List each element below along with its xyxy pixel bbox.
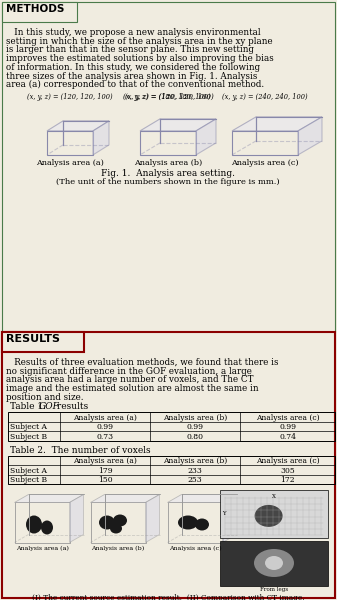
Text: Table 2.  The number of voxels: Table 2. The number of voxels (10, 446, 151, 455)
Text: 172: 172 (280, 476, 295, 484)
Text: 0.99: 0.99 (186, 424, 204, 431)
Polygon shape (222, 494, 237, 542)
Polygon shape (146, 494, 159, 542)
Text: (x, y, z) = (180, 180, 100): (x, y, z) = (180, 180, 100) (125, 93, 211, 101)
Text: image and the estimated solution are almost the same in: image and the estimated solution are alm… (6, 384, 258, 393)
Text: Subject B: Subject B (10, 476, 47, 484)
Text: no significant difference in the GOF evaluation, a large: no significant difference in the GOF eva… (6, 367, 252, 376)
Text: From legs: From legs (260, 587, 288, 592)
Bar (2, 332, 84, 352)
Ellipse shape (178, 515, 198, 529)
Ellipse shape (195, 518, 209, 530)
Ellipse shape (254, 549, 294, 577)
Text: Analysis area (a): Analysis area (a) (36, 159, 104, 167)
Bar (220, 541, 328, 586)
Text: 150: 150 (98, 476, 112, 484)
Text: improves the estimated solutions by also improving the bias: improves the estimated solutions by also… (6, 54, 274, 63)
Text: Analysis area (c): Analysis area (c) (169, 545, 221, 551)
Text: 0.74: 0.74 (279, 433, 296, 441)
Text: 305: 305 (280, 467, 295, 475)
Text: Analysis area (b): Analysis area (b) (91, 545, 145, 551)
Text: Analysis area (c): Analysis area (c) (256, 414, 319, 422)
Text: results: results (54, 403, 88, 412)
Text: Analysis area (c): Analysis area (c) (256, 457, 319, 466)
Polygon shape (196, 119, 216, 155)
Text: Analysis area (a): Analysis area (a) (73, 414, 137, 422)
Text: position and size.: position and size. (6, 393, 84, 402)
Ellipse shape (265, 556, 283, 570)
Text: In this study, we propose a new analysis environmental: In this study, we propose a new analysis… (6, 28, 261, 37)
Text: (I) The current source estimation result.  (II) Comparison with CT image.: (I) The current source estimation result… (32, 593, 304, 600)
Text: area (a) corresponded to that of the conventional method.: area (a) corresponded to that of the con… (6, 80, 264, 89)
Bar (2, 2, 77, 22)
Ellipse shape (113, 514, 127, 527)
Text: Analysis area (b): Analysis area (b) (134, 159, 202, 167)
Polygon shape (14, 494, 84, 502)
Text: Subject A: Subject A (10, 424, 47, 431)
Text: Analysis area (b): Analysis area (b) (163, 457, 227, 466)
Bar (8, 412, 335, 441)
Text: setting in which the size of the analysis area in the xy plane: setting in which the size of the analysi… (6, 37, 273, 46)
Text: 233: 233 (188, 467, 203, 475)
Bar (2, 2, 335, 332)
Text: Fig. 1.  Analysis area setting.: Fig. 1. Analysis area setting. (101, 169, 235, 178)
Text: 253: 253 (188, 476, 203, 484)
Ellipse shape (26, 515, 42, 533)
Text: Table 1.: Table 1. (10, 403, 49, 412)
Text: Analysis area (b): Analysis area (b) (163, 414, 227, 422)
Text: METHODS: METHODS (6, 4, 64, 14)
Bar (8, 456, 335, 484)
Text: Subject A: Subject A (10, 467, 47, 475)
Text: (x, y, z) = (120, 120, 100): (x, y, z) = (120, 120, 100) (123, 93, 213, 101)
Text: Results of three evaluation methods, we found that there is: Results of three evaluation methods, we … (6, 358, 278, 367)
Text: RESULTS: RESULTS (6, 334, 60, 344)
Ellipse shape (110, 523, 122, 533)
Text: 0.80: 0.80 (186, 433, 204, 441)
Ellipse shape (41, 520, 53, 535)
Text: GOF: GOF (39, 403, 60, 412)
Text: Analysis area (a): Analysis area (a) (73, 457, 137, 466)
Text: X: X (272, 494, 276, 499)
Polygon shape (69, 494, 84, 542)
Text: (x, y, z) = (240, 240, 100): (x, y, z) = (240, 240, 100) (222, 93, 308, 101)
Text: 0.73: 0.73 (96, 433, 114, 441)
Polygon shape (47, 121, 109, 131)
Text: three sizes of the analysis area shown in Fig. 1. Analysis: three sizes of the analysis area shown i… (6, 71, 257, 80)
Polygon shape (91, 494, 159, 502)
Polygon shape (93, 121, 109, 155)
Polygon shape (167, 494, 237, 502)
Ellipse shape (99, 515, 115, 529)
Polygon shape (298, 117, 322, 155)
Text: (The unit of the numbers shown in the figure is mm.): (The unit of the numbers shown in the fi… (56, 178, 280, 186)
Text: Analysis area (a): Analysis area (a) (16, 545, 68, 551)
Text: 179: 179 (98, 467, 112, 475)
Bar (220, 490, 328, 538)
Bar (2, 332, 335, 598)
Ellipse shape (254, 505, 283, 527)
Polygon shape (140, 119, 216, 131)
Text: 0.99: 0.99 (279, 424, 296, 431)
Text: Subject B: Subject B (10, 433, 47, 441)
Text: is larger than that in the sensor plane. This new setting: is larger than that in the sensor plane.… (6, 46, 254, 55)
Polygon shape (232, 117, 322, 131)
Text: Analysis area (c): Analysis area (c) (231, 159, 299, 167)
Text: analysis area had a large number of voxels, and The CT: analysis area had a large number of voxe… (6, 376, 253, 385)
Text: of information. In this study, we considered the following: of information. In this study, we consid… (6, 63, 260, 72)
Text: (x, y, z) = (120, 120, 100): (x, y, z) = (120, 120, 100) (27, 93, 113, 101)
Text: 0.99: 0.99 (96, 424, 114, 431)
Text: Y: Y (222, 511, 226, 516)
